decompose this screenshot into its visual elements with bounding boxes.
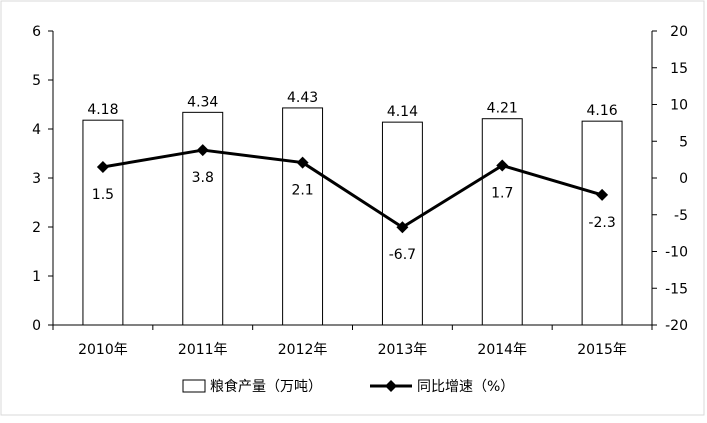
legend: 粮食产量（万吨） 同比增速（%）: [182, 378, 514, 395]
left-tick-label: 5: [32, 73, 41, 89]
bar-value-label: 4.16: [586, 103, 617, 119]
x-category-label: 2015年: [577, 342, 627, 358]
bar-value-label: 4.34: [187, 94, 218, 110]
line-point: [96, 160, 109, 173]
bar: [481, 118, 523, 326]
line-point: [396, 221, 409, 234]
left-tick-label: 1: [32, 269, 41, 285]
left-tick-label: 6: [32, 24, 41, 40]
right-tick-label: 10: [670, 98, 688, 114]
x-category-label: 2011年: [178, 342, 228, 358]
right-tick-label: 15: [670, 61, 688, 77]
left-tick-label: 4: [32, 122, 41, 138]
line-value-label: 1.7: [491, 186, 513, 202]
x-category-label: 2013年: [378, 342, 428, 358]
right-tick-label: -5: [674, 208, 688, 224]
line-point: [496, 159, 509, 172]
bar-series: [82, 107, 623, 326]
line-series: [96, 144, 609, 234]
bar-data-labels: 4.18 4.34 4.43 4.14 4.21 4.16: [87, 90, 617, 120]
bar-value-label: 4.14: [387, 104, 418, 120]
left-tick-label: 0: [32, 318, 41, 334]
line-data-labels: 1.5 3.8 2.1 -6.7 1.7 -2.3: [92, 170, 616, 263]
line-value-label: 2.1: [291, 183, 313, 199]
x-category-label: 2010年: [78, 342, 128, 358]
line-value-label: -2.3: [588, 215, 615, 231]
line-point: [596, 188, 609, 201]
line-point: [196, 144, 209, 157]
series-line: [102, 148, 603, 229]
bar: [581, 120, 623, 326]
bar: [82, 119, 124, 326]
line-value-label: 3.8: [192, 170, 214, 186]
line-point: [296, 156, 309, 169]
legend-line-label: 同比增速（%）: [417, 379, 514, 395]
right-tick-label: 0: [679, 171, 688, 187]
line-value-label: -6.7: [389, 247, 416, 263]
legend-bar-swatch: [182, 379, 206, 393]
bar-value-label: 4.18: [87, 102, 118, 118]
bar: [282, 107, 324, 326]
left-tick-label: 3: [32, 171, 41, 187]
right-tick-label: -10: [665, 245, 688, 261]
right-tick-label: 5: [679, 134, 688, 150]
right-tick-label: -20: [665, 318, 688, 334]
bar-value-label: 4.21: [487, 101, 518, 117]
legend-line-marker: [385, 380, 397, 392]
legend-bar-label: 粮食产量（万吨）: [210, 378, 322, 395]
x-category-label: 2012年: [278, 342, 328, 358]
bar-value-label: 4.43: [287, 90, 318, 106]
line-value-label: 1.5: [92, 187, 114, 203]
left-tick-label: 2: [32, 220, 41, 236]
right-tick-label: 20: [670, 24, 688, 40]
axes: 0 1 2 3 4 5 6 -20 -15 -10 -5 0 5 10 15 20 2010年 2011年 2012…: [32, 24, 688, 358]
right-tick-label: -15: [665, 281, 688, 297]
x-category-label: 2014年: [477, 342, 527, 358]
